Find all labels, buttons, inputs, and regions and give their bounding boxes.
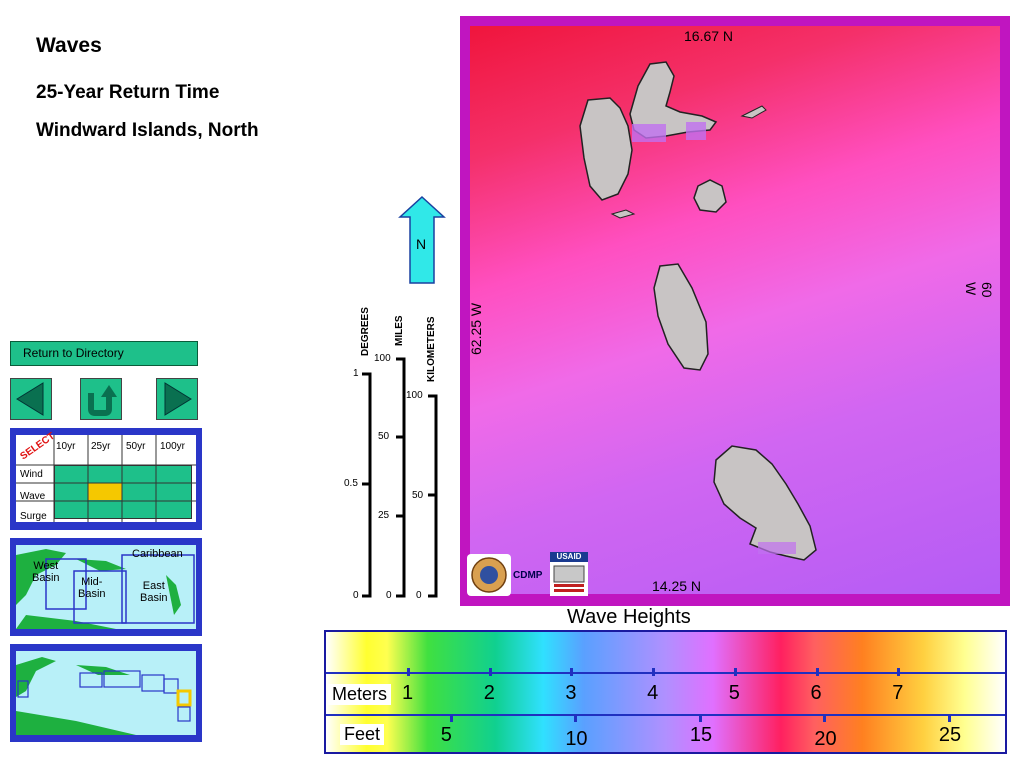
longitude-west-label: 62.25 W <box>468 302 484 355</box>
island-martinique <box>713 445 817 561</box>
feet-tick <box>449 714 453 722</box>
page-subtitle-return-time: 25-Year Return Time <box>36 82 220 103</box>
island-guadeloupe-basse-terre <box>579 97 633 201</box>
select-grid-panel: SELECT 10yr 25yr 50yr 100yr Wind Wave Su… <box>10 428 202 530</box>
usaid-logo: USAID <box>550 552 588 596</box>
oas-logo <box>467 554 511 596</box>
next-button[interactable] <box>156 378 198 420</box>
arrow-left-icon <box>16 382 44 416</box>
return-to-directory-button[interactable]: Return to Directory <box>10 341 198 366</box>
grid-lines <box>16 435 196 522</box>
latitude-south-label: 14.25 N <box>652 578 702 594</box>
column-header: 10yr <box>56 441 76 452</box>
north-arrow-icon <box>398 195 446 284</box>
column-header: 100yr <box>160 441 186 452</box>
meters-tick-label: 7 <box>892 682 904 704</box>
u-turn-icon <box>88 385 117 416</box>
locator-map <box>16 651 196 735</box>
row-header: Wave <box>20 491 46 502</box>
scale-miles-label: MILES <box>394 315 405 346</box>
basin-map <box>16 545 196 629</box>
handshake-icon <box>553 565 585 592</box>
scale-miles-tick: 25 <box>378 510 390 521</box>
cdmp-label: CDMP <box>513 570 543 581</box>
meters-tick <box>733 668 737 676</box>
row-header: Surge <box>20 511 47 522</box>
feet-tick-label: 20 <box>814 728 837 750</box>
feet-tick <box>823 714 827 722</box>
north-label: N <box>416 236 427 252</box>
island-marie-galante <box>693 179 727 213</box>
usaid-label: USAID <box>550 552 588 562</box>
scale-miles-tick: 0 <box>386 590 392 601</box>
basin-map-panel[interactable]: Caribbean West Basin Mid- Basin East Bas… <box>10 538 202 636</box>
feet-axis-line <box>326 714 1005 716</box>
map-canvas <box>470 26 1000 594</box>
scale-bars <box>362 357 438 598</box>
basin-caribbean-label: Caribbean <box>132 548 183 560</box>
scale-miles-tick: 100 <box>374 353 391 364</box>
selected-cell-wave-25yr[interactable] <box>88 483 122 500</box>
latitude-north-label: 16.67 N <box>684 28 734 44</box>
longitude-east-label: 60 W <box>963 282 995 298</box>
scale-km-tick: 50 <box>412 490 424 501</box>
grid-cells <box>54 465 192 519</box>
feet-tick-label: 5 <box>440 724 452 746</box>
island-la-desirade <box>740 105 767 119</box>
feet-tick <box>698 714 702 722</box>
meters-label: Meters <box>328 684 392 705</box>
meters-tick-label: 1 <box>402 682 414 704</box>
feet-label: Feet <box>340 724 385 745</box>
meters-tick-label: 5 <box>728 682 740 704</box>
island-dominica <box>653 263 709 371</box>
scale-degrees-tick: 1 <box>353 368 359 379</box>
arrow-right-icon <box>164 382 192 416</box>
page-title: Waves <box>36 34 102 57</box>
wave-height-legend: Meters Feet 1 2 3 4 5 6 7 5 10 15 20 25 <box>324 630 1007 754</box>
basin-west-label[interactable]: West Basin <box>32 560 60 584</box>
row-header: Wind <box>20 469 43 480</box>
meters-tick-label: 6 <box>810 682 822 704</box>
feet-tick-label: 25 <box>938 724 962 746</box>
locator-map-panel[interactable] <box>10 644 202 742</box>
oas-seal-icon <box>471 557 507 593</box>
previous-button[interactable] <box>10 378 52 420</box>
meters-tick <box>488 668 492 676</box>
page-subtitle-region: Windward Islands, North <box>36 120 259 141</box>
scale-km-tick: 100 <box>406 390 423 401</box>
meters-axis-line <box>326 672 1005 674</box>
scale-degrees-tick: 0 <box>353 590 359 601</box>
feet-tick <box>574 714 578 722</box>
feet-tick <box>947 714 951 722</box>
scale-miles-tick: 50 <box>378 431 390 442</box>
scale-degrees-tick: 0.5 <box>344 478 358 489</box>
island-les-saintes <box>610 209 636 219</box>
meters-tick <box>897 668 901 676</box>
meters-tick <box>570 668 574 676</box>
islands-layer <box>579 61 817 561</box>
meters-tick-label: 4 <box>647 682 659 704</box>
meters-tick-label: 3 <box>565 682 577 704</box>
meters-tick <box>815 668 819 676</box>
wave-height-map <box>460 16 1010 606</box>
meters-tick <box>652 668 656 676</box>
feet-tick-label: 10 <box>565 728 588 750</box>
back-button[interactable] <box>80 378 122 420</box>
meters-tick <box>407 668 410 676</box>
scale-km-tick: 0 <box>416 590 422 601</box>
legend-title: Wave Heights <box>567 606 691 628</box>
column-header: 25yr <box>91 441 111 452</box>
column-header: 50yr <box>126 441 146 452</box>
meters-tick-label: 2 <box>483 682 495 704</box>
feet-tick-label: 15 <box>689 724 713 746</box>
return-period-grid: SELECT 10yr 25yr 50yr 100yr Wind Wave Su… <box>16 431 196 522</box>
basin-mid-label[interactable]: Mid- Basin <box>78 576 106 600</box>
scale-degrees-label: DEGREES <box>360 307 371 356</box>
basin-east-label[interactable]: East Basin <box>140 580 168 604</box>
